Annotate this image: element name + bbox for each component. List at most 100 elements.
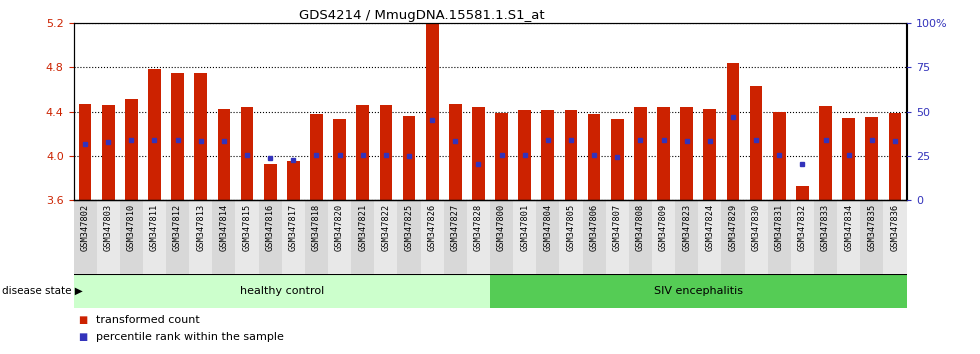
Bar [560,200,582,274]
Text: GSM347812: GSM347812 [173,204,182,251]
Text: GSM347817: GSM347817 [289,204,298,251]
Bar [310,114,322,200]
Text: ■: ■ [78,315,87,325]
Text: GSM347820: GSM347820 [335,204,344,251]
Text: GSM347805: GSM347805 [566,204,575,251]
Bar [287,161,300,200]
Bar [120,200,143,274]
Bar [172,73,184,200]
Bar [166,200,189,274]
Bar [143,200,166,274]
Bar [241,107,254,200]
Bar [472,107,485,200]
Bar [449,104,462,200]
Bar [490,200,514,274]
Bar [582,200,606,274]
Text: healthy control: healthy control [240,286,323,296]
Bar [218,109,230,200]
Text: GSM347826: GSM347826 [427,204,437,251]
Bar [305,200,328,274]
Bar [860,200,883,274]
Bar [767,200,791,274]
Bar [351,200,374,274]
Text: GSM347835: GSM347835 [867,204,876,251]
Bar [726,63,739,200]
Bar [564,110,577,200]
Text: GSM347832: GSM347832 [798,204,807,251]
Bar [611,119,623,200]
Text: GSM347822: GSM347822 [381,204,390,251]
Text: GSM347807: GSM347807 [612,204,621,251]
Bar [652,200,675,274]
Bar [588,114,601,200]
Bar [282,200,305,274]
Bar [773,112,786,200]
Bar [837,200,860,274]
Bar [125,99,138,200]
Bar [658,107,670,200]
Text: GSM347814: GSM347814 [220,204,228,251]
Bar [259,200,282,274]
Bar [379,105,392,200]
Text: GSM347815: GSM347815 [242,204,252,251]
Bar [444,200,466,274]
Text: transformed count: transformed count [96,315,200,325]
Bar [264,164,276,200]
Bar [629,200,652,274]
Text: GSM347816: GSM347816 [266,204,274,251]
Bar [814,200,837,274]
Text: GSM347806: GSM347806 [590,204,599,251]
Text: GSM347808: GSM347808 [636,204,645,251]
Bar [74,200,97,274]
Text: GSM347821: GSM347821 [359,204,368,251]
Text: GSM347809: GSM347809 [659,204,668,251]
Text: GSM347803: GSM347803 [104,204,113,251]
Text: GSM347818: GSM347818 [312,204,321,251]
Bar [842,118,855,200]
Text: GSM347834: GSM347834 [844,204,854,251]
Text: SIV encephalitis: SIV encephalitis [654,286,743,296]
Text: GSM347823: GSM347823 [682,204,691,251]
Bar [235,200,259,274]
Bar [78,104,91,200]
Text: GSM347829: GSM347829 [728,204,738,251]
Bar [490,274,906,308]
Bar [675,200,698,274]
Text: GSM347800: GSM347800 [497,204,506,251]
Bar [819,106,832,200]
Text: disease state ▶: disease state ▶ [2,286,82,296]
Text: ■: ■ [78,332,87,342]
Bar [698,200,721,274]
Bar [403,116,416,200]
Bar [750,86,762,200]
Text: GSM347833: GSM347833 [821,204,830,251]
Text: GSM347831: GSM347831 [775,204,784,251]
Text: GSM347824: GSM347824 [706,204,714,251]
Bar [189,200,213,274]
Text: GSM347804: GSM347804 [543,204,553,251]
Bar [357,105,369,200]
Text: percentile rank within the sample: percentile rank within the sample [96,332,284,342]
Text: GSM347813: GSM347813 [196,204,205,251]
Text: GSM347825: GSM347825 [405,204,414,251]
Bar [374,200,398,274]
Bar [148,69,161,200]
Bar [420,200,444,274]
Bar [536,200,560,274]
Bar [889,113,902,200]
Bar [745,200,767,274]
Bar [606,200,629,274]
Bar [466,200,490,274]
Text: GSM347811: GSM347811 [150,204,159,251]
Bar [865,117,878,200]
Bar [425,24,438,200]
Bar [495,113,508,200]
Bar [791,200,814,274]
Bar [680,107,693,200]
Text: GSM347830: GSM347830 [752,204,760,251]
Bar [634,107,647,200]
Bar [518,110,531,200]
Bar [704,109,716,200]
Bar [333,119,346,200]
Text: GSM347801: GSM347801 [520,204,529,251]
